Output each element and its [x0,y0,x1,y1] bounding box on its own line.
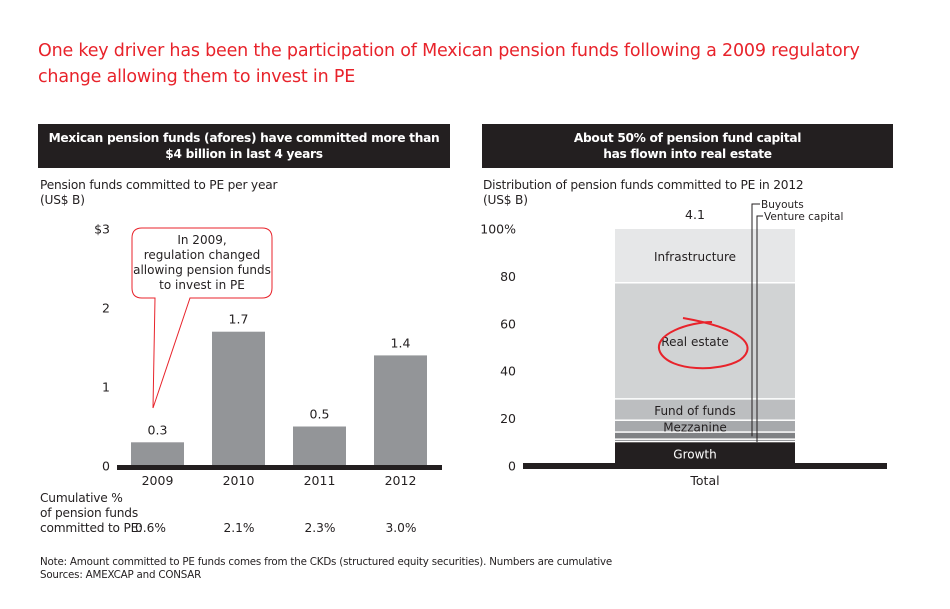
y-tick-label: 100% [480,222,516,237]
cumulative-value-2010: 2.1% [223,521,255,535]
right-subtitle-line-2: (US$ B) [483,193,528,207]
data-label-2010: 1.7 [229,312,249,327]
buyouts-label: Buyouts [761,199,804,211]
data-label-2012: 1.4 [391,335,411,350]
callout-text-line: In 2009, [177,233,226,247]
left-chart-subtitle: Pension funds committed to PE per year (… [40,178,278,208]
left-header-line-1: Mexican pension funds (afores) have comm… [48,131,440,145]
left-header-line-2: $4 billion in last 4 years [165,147,323,161]
footnote-note: Note: Amount committed to PE funds comes… [40,556,613,568]
segment-label-growth: Growth [673,448,716,462]
y-tick-label: 80 [500,269,516,284]
x-axis-baseline [117,465,442,470]
y-tick-label: 2 [102,301,110,316]
footnote: Note: Amount committed to PE funds comes… [40,556,612,582]
total-label: 4.1 [685,207,705,222]
y-tick-label: 40 [500,364,516,379]
venture-capital-label: Venture capital [764,211,843,223]
right-panel-header: About 50% of pension fund capital has fl… [482,124,893,168]
bar-2009 [131,442,184,466]
cumulative-label-line-1: Cumulative % [40,491,123,505]
right-header-line-2: has flown into real estate [603,147,772,161]
left-subtitle-line-2: (US$ B) [40,193,85,207]
right-y-axis: 0 20 40 60 80 100% [480,222,516,474]
segment-growth [615,442,795,465]
cumulative-value-2009: 0.6% [135,521,166,535]
cumulative-label-line-3: committed to PE: [40,521,143,535]
x-tick-label-2009: 2009 [142,473,174,488]
callout-bubble [131,227,273,409]
footnote-sources: Sources: AMEXCAP and CONSAR [40,569,202,581]
segment-mezzanine [615,420,795,432]
y-tick-label: 0 [508,459,516,474]
segment-real-estate [615,283,795,399]
venture-capital-leader-line [756,215,763,443]
segment-infrastructure [615,229,795,283]
x-tick-label-total: Total [689,473,719,488]
cumulative-value-2012: 3.0% [385,521,417,535]
y-tick-label: 60 [500,316,516,331]
x-tick-label-2012: 2012 [385,473,417,488]
right-header-line-1: About 50% of pension fund capital [573,131,802,145]
callout-text-line: to invest in PE [159,278,245,292]
right-subtitle-line-1: Distribution of pension funds committed … [483,178,804,192]
page-title: One key driver has been the participatio… [38,41,860,87]
segment-label-fund-of-funds: Fund of funds [654,404,736,418]
segment-label-mezzanine: Mezzanine [663,420,727,434]
y-tick-label: 20 [500,411,516,426]
left-bars: 0.3 2009 1.7 2010 0.5 2011 1.4 2012 [117,312,442,488]
segment-buyouts [615,432,795,439]
cumulative-value-2011: 2.3% [304,521,336,535]
segment-venture-capital [615,439,795,441]
x-tick-label-2010: 2010 [223,473,255,488]
bar-2012 [374,355,427,466]
left-panel-header: Mexican pension funds (afores) have comm… [38,124,450,168]
callout-text-line: allowing pension funds [133,263,271,277]
left-subtitle-line-1: Pension funds committed to PE per year [40,178,278,192]
buyouts-leader-line [751,203,760,437]
y-tick-label: 1 [102,380,110,395]
stacked-segments: Growth Mezzanine Fund of funds Real estate I… [523,207,887,488]
y-tick-label: 0 [102,459,110,474]
y-tick-label: $3 [94,222,110,237]
left-y-axis: 0 1 2 $3 [94,222,110,474]
cumulative-label-line-2: of pension funds [40,506,138,520]
segment-label-real-estate: Real estate [661,335,728,349]
data-label-2011: 0.5 [310,407,330,422]
x-tick-label-2011: 2011 [304,473,336,488]
data-label-2009: 0.3 [148,422,168,437]
cumulative-label: Cumulative % of pension funds committed … [40,491,142,536]
bar-2011 [293,426,346,466]
callout-text-line: regulation changed [144,248,261,262]
bar-2010 [212,331,265,466]
right-chart-subtitle: Distribution of pension funds committed … [483,178,804,208]
highlight-circle [657,317,749,370]
segment-label-infrastructure: Infrastructure [654,250,736,264]
segment-fund-of-funds [615,399,795,420]
x-axis-baseline [523,463,887,469]
